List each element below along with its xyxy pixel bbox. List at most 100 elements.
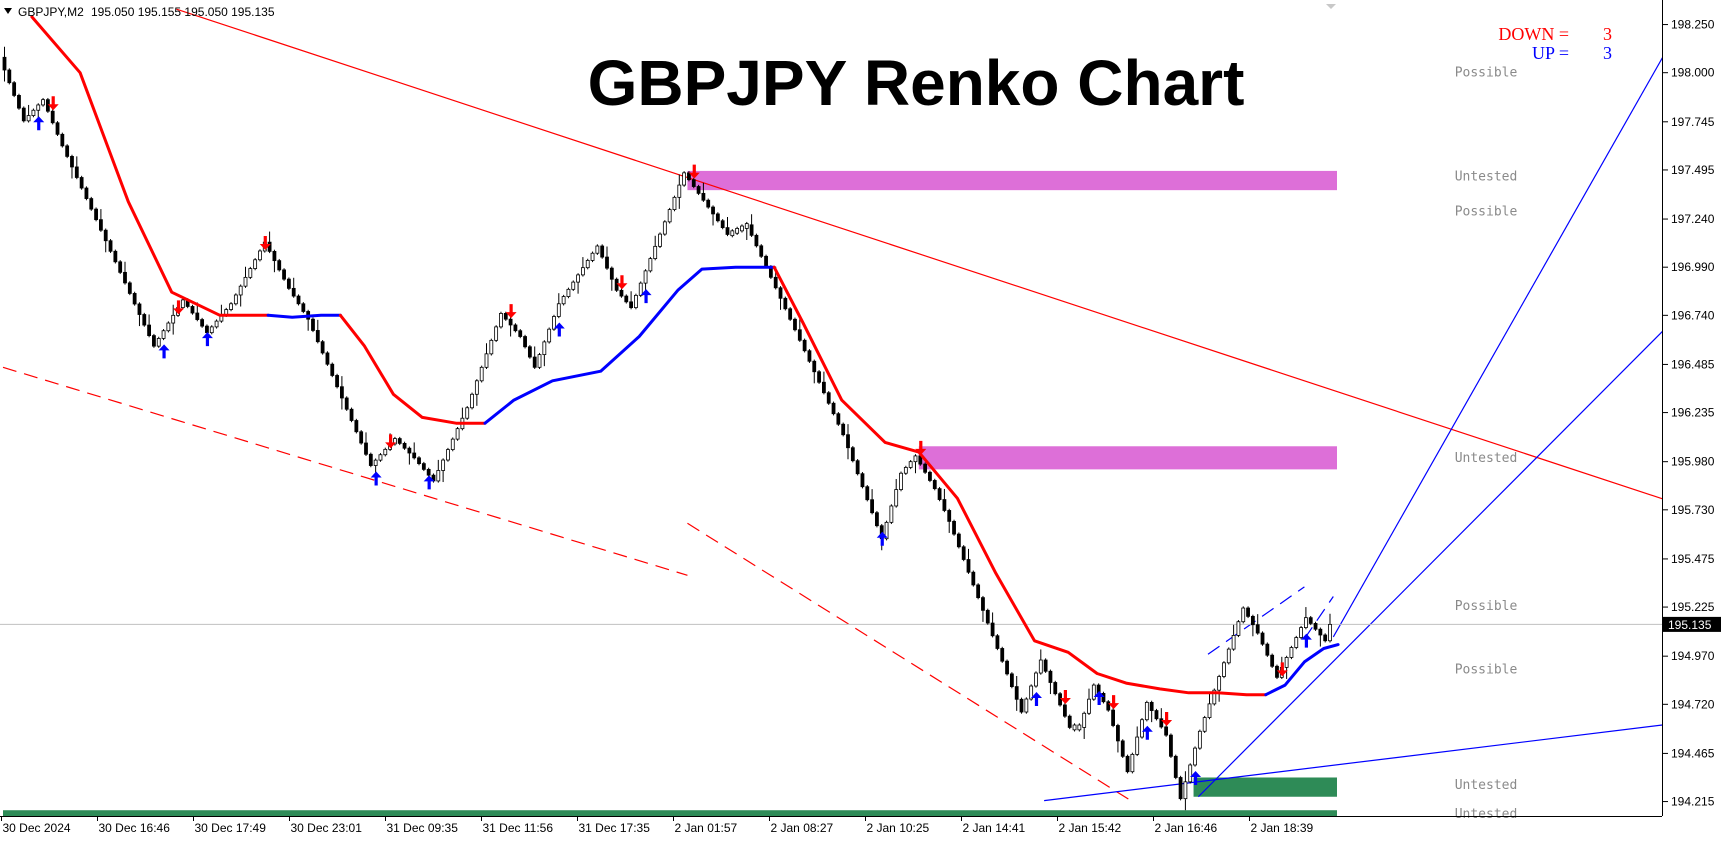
x-tick-label: 2 Jan 14:41 — [963, 821, 1026, 835]
indicator-up-segment — [266, 313, 342, 319]
renko-brick-up — [566, 288, 571, 297]
buy-arrow-icon — [876, 531, 888, 546]
renko-brick-up — [648, 258, 653, 272]
renko-brick-up — [1029, 685, 1034, 700]
renko-brick-up — [581, 267, 585, 276]
price-axis[interactable]: 198.250 198.000 197.745 197.495 197.240 196.9… — [1663, 18, 1715, 809]
renko-brick-up — [383, 448, 388, 456]
renko-brick-down — [1270, 654, 1275, 667]
renko-brick-down — [802, 339, 807, 352]
renko-brick-down — [1265, 643, 1270, 656]
renko-brick-up — [1328, 623, 1332, 642]
renko-brick-down — [325, 352, 330, 365]
renko-brick-up — [229, 303, 233, 310]
renko-brick-up — [561, 296, 566, 305]
renko-brick-up — [1217, 676, 1222, 691]
renko-brick-down — [701, 192, 706, 201]
renko-brick-up — [180, 299, 185, 309]
renko-brick-down — [1101, 692, 1106, 703]
renko-brick-down — [1275, 665, 1279, 678]
trendline — [1044, 721, 1691, 802]
renko-brick-down — [773, 276, 778, 289]
renko-brick-up — [31, 109, 36, 116]
renko-brick-up — [590, 252, 595, 261]
renko-brick-up — [26, 115, 31, 122]
renko-brick-down — [1154, 710, 1159, 720]
renko-brick-up — [571, 281, 576, 290]
renko-brick-down — [99, 219, 103, 231]
renko-brick-down — [359, 431, 364, 444]
renko-brick-down — [2, 56, 7, 71]
x-tick-label: 30 Dec 2024 — [3, 821, 71, 835]
renko-brick-up — [1087, 698, 1091, 714]
x-tick-label: 31 Dec 17:35 — [579, 821, 651, 835]
renko-brick-down — [84, 187, 89, 199]
renko-brick-up — [672, 196, 677, 210]
renko-brick-up — [913, 455, 918, 463]
x-tick-label: 2 Jan 18:39 — [1251, 821, 1314, 835]
up-counter-value: 3 — [1603, 43, 1612, 63]
renko-brick-up — [1144, 701, 1149, 721]
renko-brick-up — [556, 303, 561, 317]
indicator-down-segment — [338, 313, 487, 425]
x-tick-label: 30 Dec 23:01 — [291, 821, 363, 835]
zones-layer — [3, 170, 1337, 817]
sell-arrow-icon — [173, 300, 185, 315]
renko-brick-down — [200, 319, 205, 327]
sell-arrow-icon — [385, 434, 397, 449]
sell-arrow-icon — [259, 235, 271, 250]
x-tick-label: 2 Jan 16:46 — [1155, 821, 1218, 835]
renko-brick-down — [17, 95, 21, 109]
renko-brick-down — [1255, 624, 1260, 634]
renko-brick-down — [1014, 686, 1019, 700]
renko-brick-down — [826, 392, 831, 404]
renko-brick-down — [137, 303, 142, 315]
renko-brick-down — [417, 457, 421, 465]
dropdown-triangle-icon[interactable] — [4, 8, 12, 14]
renko-brick-down — [1164, 726, 1169, 736]
renko-brick-down — [952, 520, 956, 535]
sell-arrow-icon — [1161, 711, 1173, 726]
buy-arrow-icon — [1190, 770, 1202, 785]
scroll-marker-icon — [1326, 4, 1336, 9]
y-tick-label: 196.990 — [1671, 260, 1715, 274]
price-axis-background — [1663, 0, 1730, 841]
renko-brick-down — [624, 295, 629, 303]
renko-brick-up — [243, 276, 248, 287]
sell-arrow-icon — [616, 275, 628, 290]
renko-brick-down — [123, 271, 127, 284]
renko-brick-down — [691, 179, 696, 187]
renko-brick-up — [171, 314, 176, 324]
renko-brick-up — [446, 449, 450, 461]
renko-brick-up — [214, 320, 219, 328]
renko-brick-down — [793, 318, 797, 331]
renko-brick-down — [503, 313, 508, 320]
indicator-up-segment — [483, 265, 776, 425]
renko-brick-down — [89, 198, 94, 210]
renko-brick-down — [1125, 755, 1130, 773]
indicator-down-segment — [30, 15, 270, 317]
renko-brick-down — [12, 82, 17, 96]
buy-arrow-icon — [1030, 692, 1042, 707]
renko-brick-up — [1082, 712, 1087, 728]
renko-brick-down — [932, 480, 937, 490]
renko-brick-down — [696, 186, 701, 194]
x-tick-label: 30 Dec 16:46 — [99, 821, 171, 835]
renko-brick-up — [903, 467, 908, 474]
renko-brick-down — [282, 269, 286, 280]
time-axis[interactable]: 30 Dec 2024 30 Dec 16:46 30 Dec 17:49 30 De… — [1, 816, 1314, 835]
renko-brick-up — [1038, 659, 1043, 674]
zone-label: Untested — [1455, 778, 1518, 793]
renko-brick-down — [335, 375, 339, 388]
renko-brick-down — [1009, 673, 1014, 687]
renko-brick-down — [1246, 607, 1250, 617]
renko-brick-up — [436, 470, 441, 482]
renko-brick-up — [1193, 747, 1197, 766]
renko-brick-down — [21, 107, 26, 122]
renko-brick-down — [1323, 634, 1328, 642]
renko-brick-down — [764, 255, 768, 268]
renko-brick-up — [166, 322, 171, 332]
renko-brick-down — [339, 386, 344, 399]
